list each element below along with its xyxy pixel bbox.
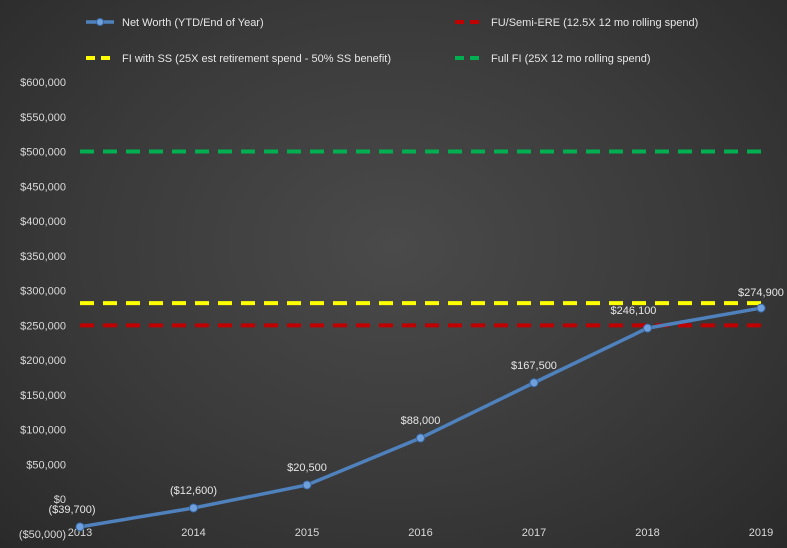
y-tick-label: $50,000 xyxy=(26,459,66,471)
y-tick-label: ($50,000) xyxy=(19,529,66,541)
x-axis: 2013 2014 2015 2016 2017 2018 2019 xyxy=(68,527,773,539)
legend-item: Net Worth (YTD/End of Year) xyxy=(86,17,264,29)
legend-marker xyxy=(96,18,104,26)
data-point xyxy=(75,522,85,532)
x-tick-label: 2016 xyxy=(408,527,432,539)
x-tick-label: 2014 xyxy=(181,527,205,539)
data-point xyxy=(529,378,539,388)
data-label: $20,500 xyxy=(287,462,327,474)
y-tick-label: $300,000 xyxy=(20,286,66,298)
data-point xyxy=(302,480,312,490)
x-tick-label: 2019 xyxy=(749,527,773,539)
y-tick-label: $200,000 xyxy=(20,355,66,367)
legend-label: FU/Semi-ERE (12.5X 12 mo rolling spend) xyxy=(491,17,698,29)
legend-item: FI with SS (25X est retirement spend - 5… xyxy=(86,53,391,65)
data-label: $88,000 xyxy=(401,415,441,427)
y-tick-label: $350,000 xyxy=(20,251,66,263)
data-label: $167,500 xyxy=(511,360,557,372)
data-label: $246,100 xyxy=(611,305,657,317)
data-point xyxy=(756,303,766,313)
y-tick-label: $400,000 xyxy=(20,216,66,228)
x-tick-label: 2018 xyxy=(635,527,659,539)
y-tick-label: $150,000 xyxy=(20,390,66,402)
data-label: $274,900 xyxy=(738,287,784,299)
y-tick-label: $0 xyxy=(54,494,66,506)
legend-label: Full FI (25X 12 mo rolling spend) xyxy=(491,53,651,65)
series-layer xyxy=(75,149,766,532)
data-point xyxy=(643,323,652,333)
legend-item: FU/Semi-ERE (12.5X 12 mo rolling spend) xyxy=(455,17,698,29)
legend: Net Worth (YTD/End of Year) FU/Semi-ERE (… xyxy=(86,17,698,65)
y-tick-label: $100,000 xyxy=(20,425,66,437)
x-tick-label: 2013 xyxy=(68,527,92,539)
x-tick-label: 2015 xyxy=(295,527,319,539)
y-tick-label: $450,000 xyxy=(20,181,66,193)
data-point xyxy=(416,433,425,443)
y-tick-label: $500,000 xyxy=(20,147,66,159)
y-tick-label: $600,000 xyxy=(20,77,66,89)
x-tick-label: 2017 xyxy=(522,527,546,539)
y-tick-label: $550,000 xyxy=(20,112,66,124)
data-label: ($39,700) xyxy=(48,504,95,516)
data-labels: ($39,700) ($12,600) $20,500 $88,000 $167,500… xyxy=(48,287,783,516)
data-label: ($12,600) xyxy=(170,485,217,497)
legend-label: Net Worth (YTD/End of Year) xyxy=(122,17,264,29)
y-tick-label: $250,000 xyxy=(20,320,66,332)
data-point xyxy=(189,503,198,513)
y-axis: ($50,000) $0 $50,000 $100,000 $150,000 $200,0… xyxy=(19,77,66,541)
legend-item: Full FI (25X 12 mo rolling spend) xyxy=(455,53,651,65)
legend-label: FI with SS (25X est retirement spend - 5… xyxy=(122,53,391,65)
